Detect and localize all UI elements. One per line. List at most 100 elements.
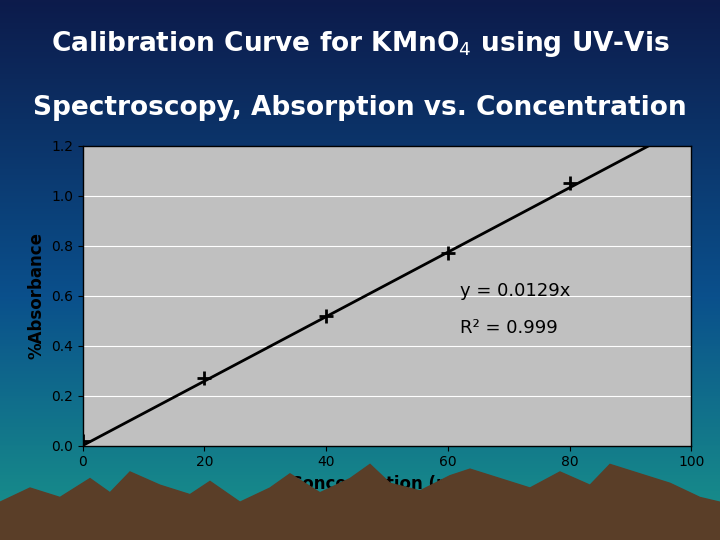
Bar bbox=[0, 387, 720, 389]
Bar bbox=[0, 441, 720, 443]
Bar bbox=[0, 115, 720, 117]
Bar bbox=[0, 247, 720, 248]
Bar bbox=[0, 180, 720, 182]
Bar bbox=[0, 356, 720, 358]
Bar bbox=[0, 205, 720, 207]
Bar bbox=[0, 371, 720, 373]
Bar bbox=[0, 501, 720, 502]
Bar bbox=[0, 376, 720, 378]
Bar bbox=[0, 245, 720, 247]
Bar bbox=[0, 119, 720, 120]
Bar bbox=[0, 81, 720, 83]
Bar bbox=[0, 5, 720, 7]
Bar bbox=[0, 11, 720, 12]
Bar bbox=[0, 238, 720, 239]
Bar bbox=[0, 79, 720, 81]
Bar bbox=[0, 518, 720, 520]
Bar bbox=[0, 268, 720, 270]
Bar bbox=[0, 312, 720, 313]
Bar bbox=[0, 221, 720, 223]
Bar bbox=[0, 139, 720, 140]
Bar bbox=[0, 59, 720, 61]
Bar bbox=[0, 92, 720, 93]
Bar bbox=[0, 335, 720, 336]
Text: Calibration Curve for KMnO$_4$ using UV-Vis: Calibration Curve for KMnO$_4$ using UV-… bbox=[50, 29, 670, 59]
Bar bbox=[0, 362, 720, 363]
Bar bbox=[0, 363, 720, 366]
Bar bbox=[0, 236, 720, 238]
Bar bbox=[0, 201, 720, 204]
Bar bbox=[0, 463, 720, 464]
Bar bbox=[0, 135, 720, 137]
X-axis label: Concentration (ppm): Concentration (ppm) bbox=[289, 475, 485, 493]
Bar bbox=[0, 301, 720, 302]
Bar bbox=[0, 486, 720, 488]
Bar bbox=[0, 191, 720, 193]
Bar bbox=[0, 209, 720, 211]
Bar bbox=[0, 466, 720, 468]
Bar bbox=[0, 85, 720, 86]
Bar bbox=[0, 297, 720, 299]
Bar bbox=[0, 353, 720, 355]
Bar bbox=[0, 137, 720, 139]
Bar bbox=[0, 232, 720, 234]
Bar bbox=[0, 401, 720, 403]
Bar bbox=[0, 410, 720, 412]
Bar bbox=[0, 200, 720, 201]
Bar bbox=[0, 513, 720, 515]
Bar bbox=[0, 270, 720, 272]
Bar bbox=[0, 218, 720, 220]
Bar bbox=[0, 448, 720, 450]
Bar bbox=[0, 329, 720, 331]
Bar bbox=[0, 409, 720, 410]
Bar bbox=[0, 216, 720, 218]
Bar bbox=[0, 29, 720, 31]
Text: Spectroscopy, Absorption vs. Concentration: Spectroscopy, Absorption vs. Concentrati… bbox=[33, 95, 687, 121]
Bar bbox=[0, 416, 720, 417]
Bar bbox=[0, 263, 720, 265]
Bar bbox=[0, 389, 720, 390]
Bar bbox=[0, 281, 720, 282]
Bar bbox=[0, 204, 720, 205]
Bar bbox=[0, 286, 720, 288]
Bar bbox=[0, 333, 720, 335]
Bar bbox=[0, 158, 720, 160]
Bar bbox=[0, 252, 720, 254]
Bar bbox=[0, 288, 720, 290]
Bar bbox=[0, 309, 720, 312]
Bar bbox=[0, 4, 720, 5]
Bar bbox=[0, 63, 720, 65]
Bar bbox=[0, 497, 720, 498]
Bar bbox=[0, 468, 720, 470]
Bar bbox=[0, 117, 720, 119]
Bar bbox=[0, 83, 720, 85]
Bar bbox=[0, 506, 720, 508]
Bar bbox=[0, 150, 720, 151]
Bar bbox=[0, 207, 720, 209]
Bar bbox=[0, 155, 720, 157]
Bar bbox=[0, 536, 720, 538]
Bar bbox=[0, 398, 720, 400]
Bar bbox=[0, 322, 720, 324]
Bar bbox=[0, 383, 720, 385]
Bar bbox=[0, 61, 720, 63]
Bar bbox=[0, 279, 720, 281]
Bar bbox=[0, 461, 720, 463]
Bar bbox=[0, 524, 720, 525]
Bar bbox=[0, 151, 720, 153]
Polygon shape bbox=[0, 464, 720, 540]
Bar bbox=[0, 27, 720, 29]
Bar bbox=[0, 99, 720, 101]
Bar bbox=[0, 282, 720, 285]
Bar bbox=[0, 482, 720, 484]
Bar bbox=[0, 58, 720, 59]
Bar bbox=[0, 450, 720, 452]
Bar bbox=[0, 443, 720, 444]
Bar bbox=[0, 196, 720, 198]
Bar bbox=[0, 531, 720, 533]
Bar bbox=[0, 93, 720, 96]
Bar bbox=[0, 444, 720, 447]
Bar bbox=[0, 259, 720, 261]
Bar bbox=[0, 128, 720, 130]
Bar bbox=[0, 430, 720, 432]
